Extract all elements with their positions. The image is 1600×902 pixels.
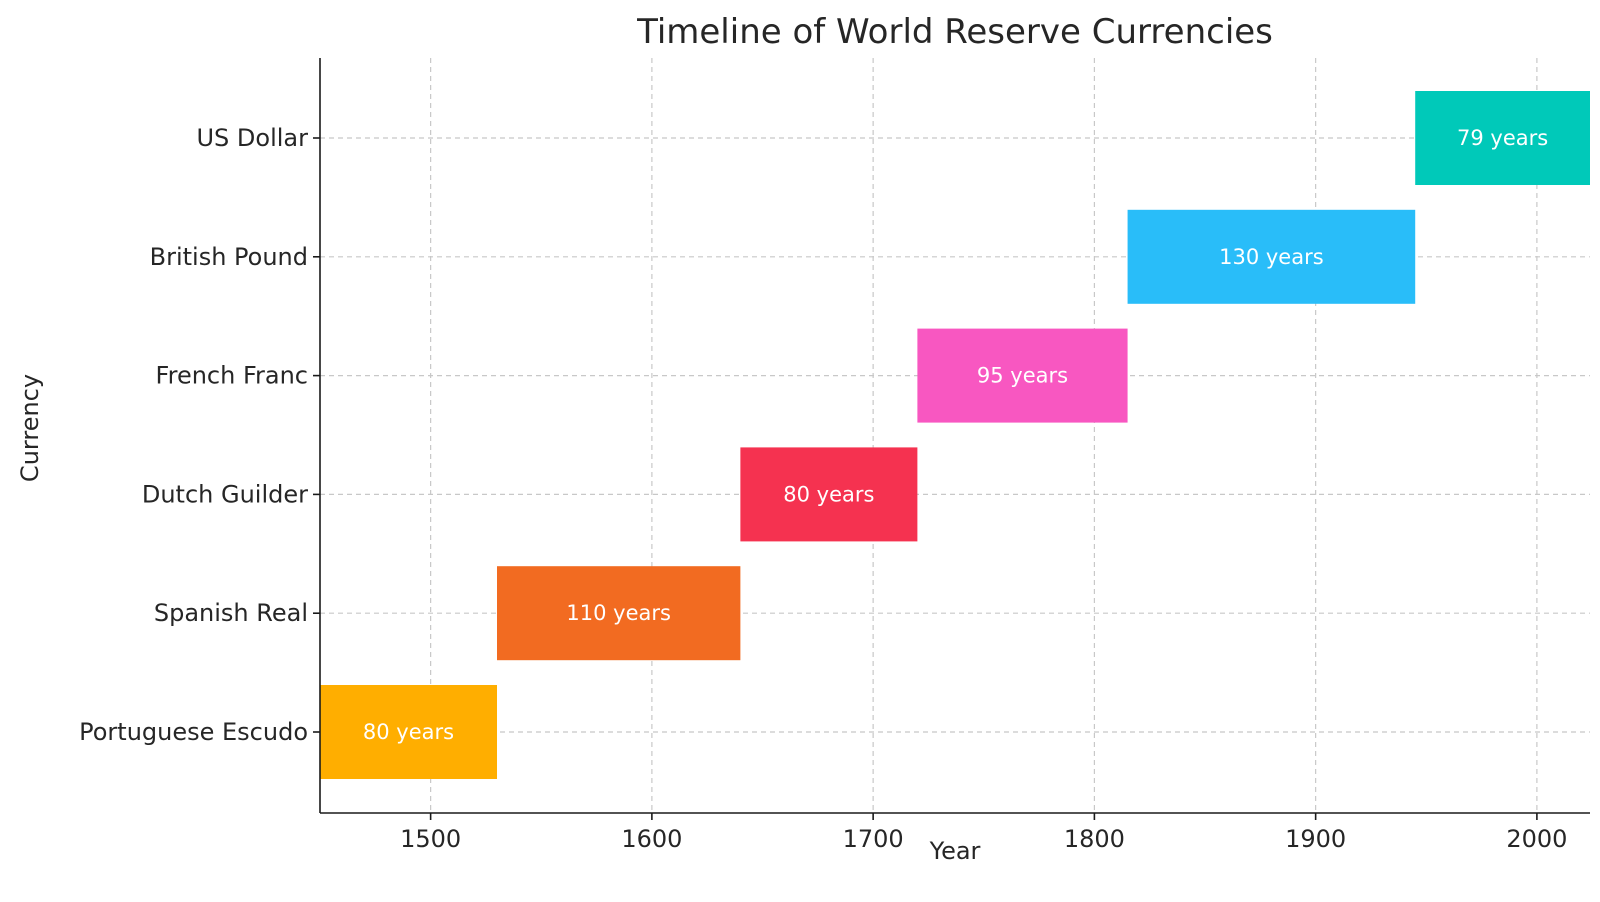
axes-layer: 1500 1600 1700 1800 1900 2000 Portuguese Escud… [79, 58, 1590, 853]
bar-dutch-guilder [740, 447, 918, 542]
bar-duration-label: 95 years [977, 364, 1068, 388]
x-tick-label: 1700 [843, 825, 904, 853]
x-tick-label: 2000 [1506, 825, 1567, 853]
x-tick-label: 1900 [1285, 825, 1346, 853]
bar-duration-label: 110 years [566, 601, 671, 625]
bar-us-dollar [1415, 91, 1590, 185]
y-tick-label: Dutch Guilder [142, 480, 308, 508]
bar-duration-label: 80 years [363, 720, 454, 744]
x-tick-label: 1500 [400, 825, 461, 853]
bar-spanish-real [497, 566, 741, 661]
bar-portuguese-escudo [320, 685, 498, 779]
text-layer: Timeline of World Reserve Currencies Yea… [16, 12, 1273, 865]
grid-layer [320, 58, 1590, 813]
x-axis-label: Year [929, 837, 981, 865]
y-tick-label: US Dollar [196, 124, 308, 152]
y-tick-label: Spanish Real [154, 599, 308, 627]
x-tick-label: 1800 [1064, 825, 1125, 853]
y-tick-label: French Franc [156, 362, 308, 390]
bar-british-pound [1127, 209, 1416, 304]
bar-french-franc [917, 328, 1128, 423]
bar-duration-label: 79 years [1457, 126, 1548, 150]
x-tick-label: 1600 [621, 825, 682, 853]
y-axis-label: Currency [16, 374, 44, 482]
y-tick-label: British Pound [150, 243, 308, 271]
bar-duration-label: 80 years [783, 482, 874, 506]
bar-duration-label: 130 years [1219, 245, 1324, 269]
chart-title: Timeline of World Reserve Currencies [636, 12, 1273, 52]
y-tick-label: Portuguese Escudo [79, 718, 308, 746]
bars-layer: 80 years 110 years 80 years 95 years 130 yea… [320, 91, 1590, 779]
